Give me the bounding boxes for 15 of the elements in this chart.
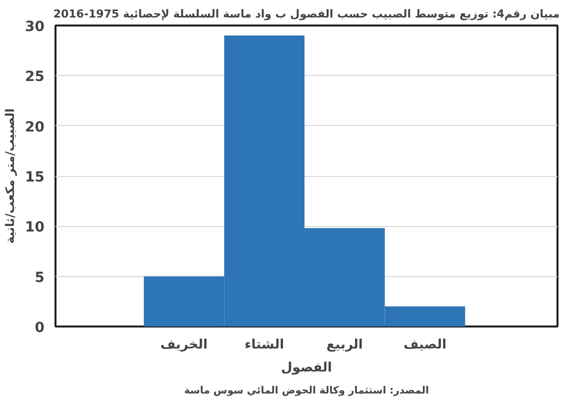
y-tick-label: 20 bbox=[25, 119, 45, 136]
y-tick-label: 25 bbox=[25, 69, 44, 86]
y-tick-label: 0 bbox=[34, 320, 45, 336]
x-tick-label: الخريف bbox=[160, 338, 208, 352]
y-tick-label: 5 bbox=[34, 270, 45, 286]
x-tick-label: الصيف bbox=[404, 338, 446, 352]
x-tick-label: الشتاء bbox=[244, 338, 284, 352]
text: المصدر: استثمار وكالة الحوض المائي سوس ماسة bbox=[184, 386, 429, 396]
y-tick-label: 30 bbox=[25, 19, 45, 35]
y-axis-title: الصبيب/متر مكعب/ثانية bbox=[3, 108, 18, 244]
y-tick-label: 15 bbox=[25, 170, 44, 186]
x-axis-title: الفصول bbox=[281, 360, 332, 376]
x-tick-label: الربيع bbox=[326, 338, 363, 352]
chart-title: مبيان رقم4: توزيع متوسط الصبيب حسب الفصول ب واد ماسة السلسلة لإحصائية 1975-2016 bbox=[53, 8, 560, 20]
y-tick-label: 10 bbox=[25, 220, 45, 236]
